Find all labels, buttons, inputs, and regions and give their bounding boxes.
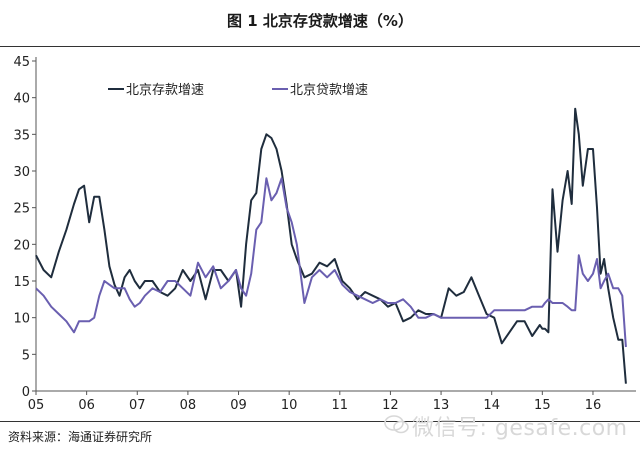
series-lines bbox=[35, 107, 627, 384]
x-tick-label: 05 bbox=[28, 398, 45, 413]
y-tick-label: 40 bbox=[13, 92, 30, 107]
x-tick-label: 11 bbox=[332, 398, 349, 413]
x-tick-label: 16 bbox=[585, 398, 602, 413]
x-axis-ticks: 05 06 07 08 09 10 11 12 13 14 15 16 bbox=[28, 391, 602, 413]
x-tick-label: 14 bbox=[483, 398, 500, 413]
y-tick-label: 0 bbox=[22, 385, 30, 400]
x-tick-label: 12 bbox=[382, 398, 399, 413]
axes bbox=[35, 57, 636, 392]
source-note: 资料来源：海通证券研究所 bbox=[8, 430, 153, 444]
x-tick-label: 13 bbox=[433, 398, 450, 413]
y-tick-label: 25 bbox=[13, 202, 30, 217]
series-line-2 bbox=[35, 177, 627, 348]
y-axis-ticks: 0 5 10 15 20 25 30 35 40 45 bbox=[13, 55, 36, 400]
x-tick-label: 10 bbox=[281, 398, 298, 413]
y-tick-label: 15 bbox=[13, 275, 30, 290]
y-tick-label: 45 bbox=[13, 55, 30, 70]
wechat-icon bbox=[384, 415, 409, 434]
y-tick-label: 35 bbox=[13, 128, 30, 143]
legend: 北京存款增速 北京贷款增速 bbox=[108, 83, 368, 98]
x-tick-label: 08 bbox=[180, 398, 197, 413]
watermark: 微信号: gesafe.com bbox=[412, 416, 628, 441]
legend-label-2: 北京贷款增速 bbox=[290, 83, 368, 98]
chart-title: 图 1 北京存贷款增速（%） bbox=[227, 12, 413, 30]
y-tick-label: 5 bbox=[22, 348, 30, 363]
x-tick-label: 07 bbox=[129, 398, 146, 413]
x-tick-label: 09 bbox=[230, 398, 247, 413]
series-line-1 bbox=[35, 107, 627, 384]
y-tick-label: 30 bbox=[13, 165, 30, 180]
legend-label-1: 北京存款增速 bbox=[126, 83, 204, 98]
chart-frame: 0 5 10 15 20 25 30 35 40 45 05 06 07 08 09 10 11 12 13 14 1… bbox=[0, 46, 640, 422]
x-tick-label: 15 bbox=[534, 398, 551, 413]
x-tick-label: 06 bbox=[78, 398, 95, 413]
y-tick-label: 10 bbox=[13, 312, 30, 327]
y-tick-label: 20 bbox=[13, 238, 30, 253]
